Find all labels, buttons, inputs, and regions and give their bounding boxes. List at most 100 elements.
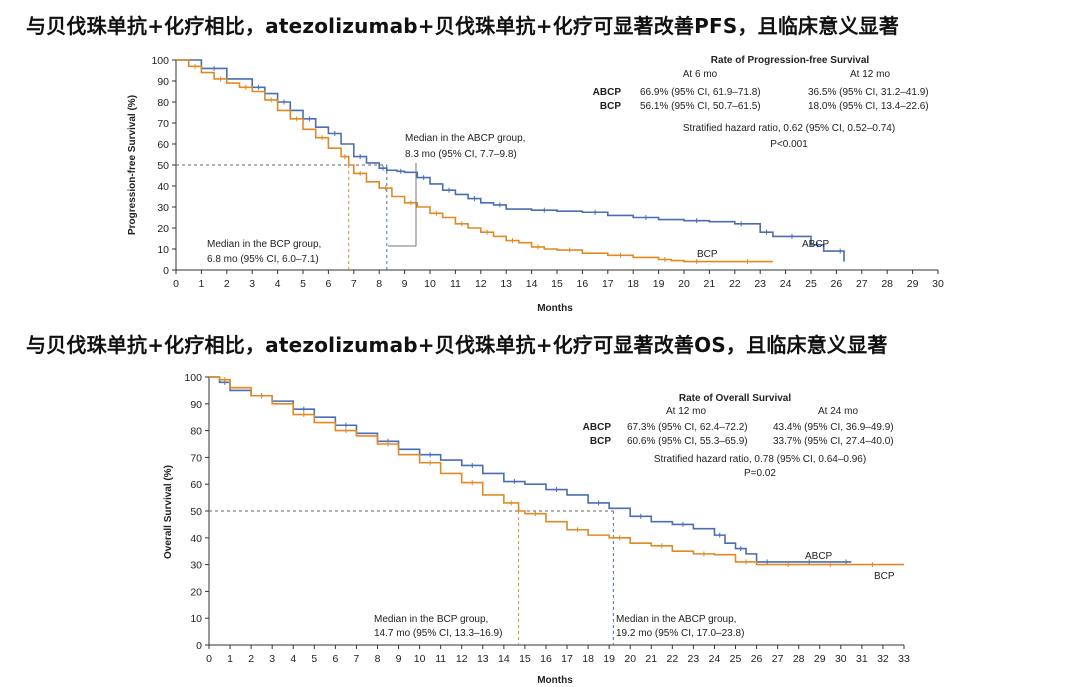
pfs-median-bcp-line1: Median in the BCP group, [207, 239, 321, 250]
os-rate-row-abcp-c2: 43.4% (95% CI, 36.9–49.9) [773, 422, 894, 433]
os-axes: 0 1 2 3 4 5 6 7 8 9 10 11 12 13 14 15 16 17 18 19 20 21 22 23 24… [184, 372, 910, 665]
pfs-x-axis-label: Months [537, 303, 573, 314]
os-x-tick-label: 3 [269, 653, 275, 665]
pfs-y-tick-label: 50 [157, 160, 169, 172]
pfs-y-tick-label: 60 [157, 139, 169, 151]
pfs-x-tick-label: 29 [907, 278, 919, 290]
os-median-bcp-line2: 14.7 mo (95% CI, 13.3–16.9) [374, 628, 502, 639]
pfs-x-tick-label: 4 [275, 278, 281, 290]
os-y-tick-label: 80 [190, 426, 202, 438]
pfs-x-tick-label: 20 [678, 278, 690, 290]
os-x-axis-label: Months [537, 675, 573, 686]
pfs-axes: 0 1 2 3 4 5 6 7 8 9 10 11 12 13 14 15 16 17 18 19 20 21 22 23 24… [151, 55, 944, 290]
pfs-rate-row-abcp-c2: 36.5% (95% CI, 31.2–41.9) [808, 87, 929, 98]
pfs-x-tick-label: 17 [602, 278, 614, 290]
pfs-abcp-curve-label: ABCP [802, 239, 830, 250]
os-x-tick-label: 10 [414, 653, 426, 665]
os-x-tick-label: 12 [456, 653, 468, 665]
pfs-x-tick-label: 24 [780, 278, 792, 290]
os-rate-row-abcp-group: ABCP [583, 422, 612, 433]
pfs-y-tick-label: 30 [157, 202, 169, 214]
pfs-abcp-curve [176, 59, 845, 262]
pfs-x-tick-label: 30 [932, 278, 944, 290]
pfs-x-tick-label: 23 [754, 278, 766, 290]
pfs-x-tick-label: 1 [198, 278, 204, 290]
os-x-tick-label: 15 [519, 653, 531, 665]
pfs-x-tick-label: 8 [376, 278, 382, 290]
os-y-tick-label: 50 [190, 506, 202, 518]
pfs-y-tick-label: 0 [163, 265, 169, 277]
pfs-x-tick-label: 16 [577, 278, 589, 290]
os-y-tick-label: 60 [190, 479, 202, 491]
os-x-tick-label: 22 [666, 653, 678, 665]
pfs-x-tick-label: 0 [173, 278, 179, 290]
pfs-x-tick-label: 12 [475, 278, 487, 290]
os-rate-row-abcp-c1: 67.3% (95% CI, 62.4–72.2) [627, 422, 748, 433]
pfs-x-tick-label: 7 [351, 278, 357, 290]
pfs-x-tick-label: 26 [831, 278, 843, 290]
os-y-tick-label: 0 [196, 640, 202, 652]
pfs-median-abcp-line2: 8.3 mo (95% CI, 7.7–9.8) [405, 149, 517, 160]
os-y-tick-label: 100 [184, 372, 202, 384]
os-x-tick-label: 1 [227, 653, 233, 665]
pfs-bcp-curve-label: BCP [697, 249, 718, 260]
os-y-tick-label: 90 [190, 399, 202, 411]
os-median-bcp-line1: Median in the BCP group, [374, 614, 488, 625]
pfs-x-tick-label: 27 [856, 278, 868, 290]
pfs-rate-col1: At 6 mo [683, 69, 718, 80]
pfs-x-tick-label: 3 [249, 278, 255, 290]
pfs-x-tick-label: 18 [627, 278, 639, 290]
os-y-tick-label: 40 [190, 533, 202, 545]
pfs-median-abcp-line1: Median in the ABCP group, [405, 133, 525, 144]
pfs-p-value: P<0.001 [770, 139, 808, 150]
os-x-tick-label: 26 [751, 653, 763, 665]
os-heading: 与贝伐珠单抗+化疗相比，atezolizumab+贝伐珠单抗+化疗可显著改善OS… [26, 333, 888, 357]
os-series [209, 376, 904, 568]
os-y-tick-label: 20 [190, 586, 202, 598]
pfs-rate-row-abcp-group: ABCP [593, 87, 622, 98]
pfs-median-bcp-line2: 6.8 mo (95% CI, 6.0–7.1) [207, 254, 319, 265]
os-x-tick-label: 5 [311, 653, 317, 665]
os-x-tick-label: 27 [772, 653, 784, 665]
pfs-y-axis-label: Progression-free Survival (%) [127, 95, 138, 235]
pfs-y-tick-label: 90 [157, 76, 169, 88]
os-x-tick-label: 7 [354, 653, 360, 665]
os-x-tick-label: 0 [206, 653, 212, 665]
pfs-y-tick-label: 10 [157, 244, 169, 256]
pfs-rate-row-bcp-group: BCP [600, 101, 621, 112]
os-x-tick-label: 19 [603, 653, 615, 665]
os-x-tick-label: 32 [877, 653, 889, 665]
pfs-chart: 0 1 2 3 4 5 6 7 8 9 10 11 12 13 14 15 16 17 18 19 20 21 22 23 24… [127, 55, 944, 314]
pfs-series [176, 59, 845, 265]
os-hazard-ratio: Stratified hazard ratio, 0.78 (95% CI, 0… [654, 454, 866, 465]
os-x-tick-label: 33 [898, 653, 910, 665]
os-chart: 0 1 2 3 4 5 6 7 8 9 10 11 12 13 14 15 16 17 18 19 20 21 22 23 24… [163, 372, 910, 686]
os-x-tick-label: 11 [435, 653, 446, 665]
pfs-rate-row-abcp-c1: 66.9% (95% CI, 61.9–71.8) [640, 87, 761, 98]
pfs-y-tick-label: 40 [157, 181, 169, 193]
os-x-tick-label: 21 [645, 653, 657, 665]
os-x-tick-label: 18 [582, 653, 594, 665]
os-y-axis-label: Overall Survival (%) [163, 465, 174, 559]
pfs-rate-row-bcp-c1: 56.1% (95% CI, 50.7–61.5) [640, 101, 761, 112]
os-x-tick-label: 17 [561, 653, 573, 665]
os-x-tick-label: 16 [540, 653, 552, 665]
os-median-abcp-line1: Median in the ABCP group, [616, 614, 736, 625]
os-x-tick-label: 4 [290, 653, 296, 665]
pfs-bcp-curve [176, 59, 773, 263]
os-rate-row-bcp-c1: 60.6% (95% CI, 55.3–65.9) [627, 436, 748, 447]
os-x-tick-label: 6 [332, 653, 338, 665]
os-x-tick-label: 9 [396, 653, 402, 665]
os-rate-row-bcp-group: BCP [590, 436, 611, 447]
pfs-x-tick-label: 11 [450, 278, 461, 290]
os-x-tick-label: 8 [375, 653, 381, 665]
pfs-x-tick-label: 19 [653, 278, 665, 290]
os-x-tick-label: 28 [793, 653, 805, 665]
os-abcp-curve-label: ABCP [805, 551, 833, 562]
pfs-x-tick-label: 2 [224, 278, 230, 290]
pfs-x-tick-label: 10 [424, 278, 436, 290]
os-x-tick-label: 25 [730, 653, 742, 665]
pfs-y-tick-label: 100 [151, 55, 169, 67]
os-median-abcp-line2: 19.2 mo (95% CI, 17.0–23.8) [616, 628, 744, 639]
